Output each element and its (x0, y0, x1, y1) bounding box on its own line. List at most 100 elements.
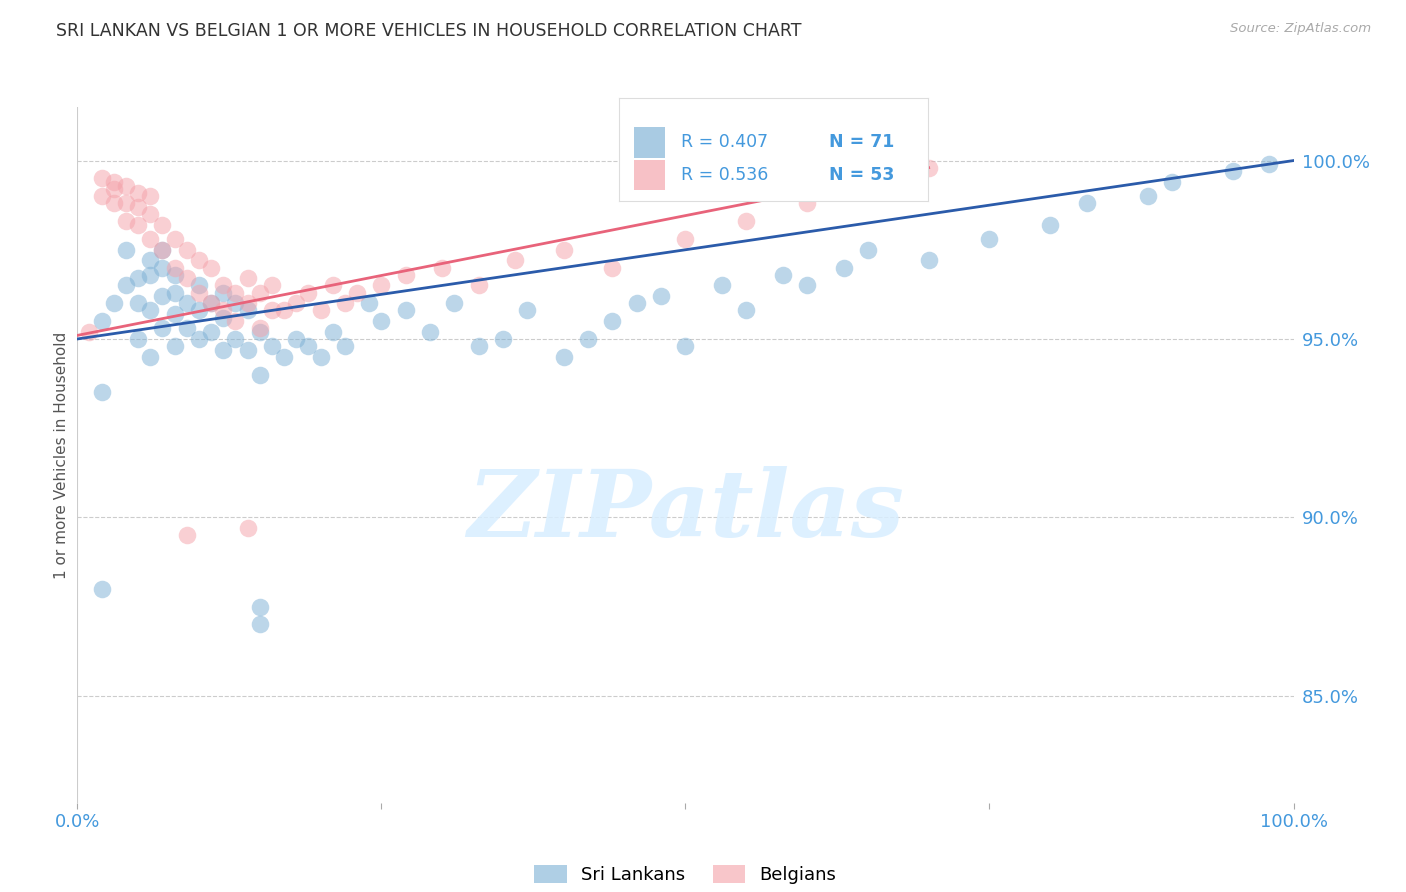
Point (395, 268, 418, 282)
Point (176, 296, 198, 310)
Point (516, 303, 538, 318)
Point (1039, 218, 1062, 232)
Point (576, 332, 599, 346)
Point (176, 321, 198, 335)
Point (152, 243, 174, 257)
Point (176, 528, 198, 542)
Point (163, 285, 186, 300)
Point (127, 296, 149, 310)
Point (188, 253, 211, 268)
Text: N = 71: N = 71 (830, 133, 894, 152)
Point (176, 243, 198, 257)
Point (224, 296, 246, 310)
Point (553, 350, 575, 364)
Point (297, 285, 319, 300)
Point (333, 339, 356, 353)
Point (650, 289, 672, 303)
Point (212, 278, 235, 293)
Point (79, 325, 101, 339)
Text: Source: ZipAtlas.com: Source: ZipAtlas.com (1230, 22, 1371, 36)
Point (626, 296, 648, 310)
Point (127, 271, 149, 285)
Point (163, 307, 186, 321)
Point (90, 171, 112, 186)
Legend: Sri Lankans, Belgians: Sri Lankans, Belgians (534, 865, 837, 884)
Point (139, 232, 162, 246)
Point (735, 214, 758, 228)
Point (322, 325, 344, 339)
Point (260, 339, 283, 353)
Point (395, 303, 418, 318)
Point (200, 260, 222, 275)
Point (139, 207, 162, 221)
Point (359, 296, 381, 310)
Point (553, 243, 575, 257)
Point (103, 175, 125, 189)
Point (1222, 164, 1244, 178)
Point (90, 582, 112, 596)
Point (139, 268, 162, 282)
Point (1161, 175, 1184, 189)
Point (200, 296, 222, 310)
Point (163, 260, 186, 275)
Point (467, 339, 489, 353)
Point (152, 260, 174, 275)
Point (467, 278, 489, 293)
Point (127, 218, 149, 232)
Point (163, 268, 186, 282)
Point (115, 243, 138, 257)
Point (139, 350, 162, 364)
Point (224, 285, 246, 300)
Point (163, 232, 186, 246)
Point (832, 260, 855, 275)
Point (1136, 189, 1159, 203)
Point (710, 278, 733, 293)
Point (176, 271, 198, 285)
Point (249, 321, 271, 335)
Point (675, 232, 697, 246)
Point (127, 332, 149, 346)
Point (285, 332, 308, 346)
Point (188, 332, 211, 346)
Point (796, 278, 818, 293)
Point (139, 253, 162, 268)
Point (979, 232, 1001, 246)
Point (103, 296, 125, 310)
Point (236, 303, 259, 318)
Point (260, 303, 283, 318)
Text: N = 53: N = 53 (830, 166, 894, 184)
Point (115, 278, 138, 293)
Point (152, 218, 174, 232)
Point (224, 332, 246, 346)
Point (249, 368, 271, 382)
Point (115, 196, 138, 211)
Point (796, 196, 818, 211)
Text: SRI LANKAN VS BELGIAN 1 OR MORE VEHICLES IN HOUSEHOLD CORRELATION CHART: SRI LANKAN VS BELGIAN 1 OR MORE VEHICLES… (56, 22, 801, 40)
Point (772, 268, 794, 282)
Bar (634, 160, 665, 190)
Point (443, 296, 465, 310)
Point (370, 278, 392, 293)
Text: R = 0.407: R = 0.407 (681, 133, 768, 152)
Point (212, 343, 235, 357)
Point (139, 303, 162, 318)
Point (152, 243, 174, 257)
Point (249, 325, 271, 339)
Point (236, 521, 259, 535)
Point (152, 321, 174, 335)
Point (260, 278, 283, 293)
Point (297, 339, 319, 353)
Point (103, 182, 125, 196)
Point (188, 303, 211, 318)
Bar (634, 127, 665, 158)
Text: ZIPatlas: ZIPatlas (467, 466, 904, 556)
Point (346, 285, 368, 300)
Point (236, 271, 259, 285)
Point (200, 325, 222, 339)
Point (333, 296, 356, 310)
Point (236, 296, 259, 310)
Point (115, 178, 138, 193)
Point (212, 310, 235, 325)
Point (856, 243, 879, 257)
Point (90, 189, 112, 203)
